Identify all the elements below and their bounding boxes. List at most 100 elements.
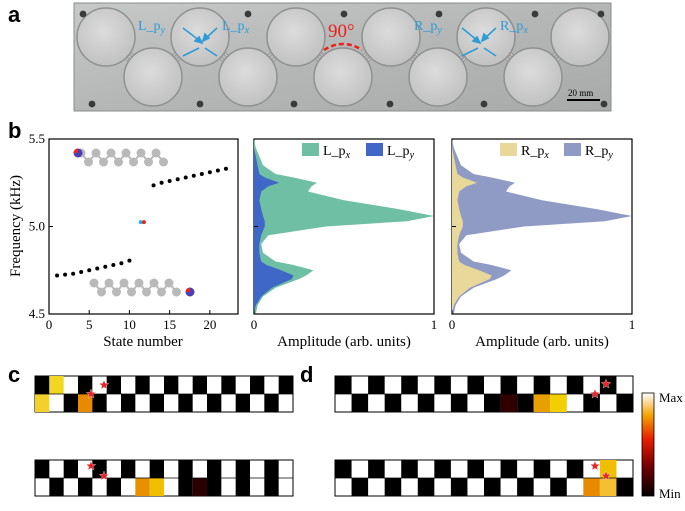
- heatmap-cell: [434, 376, 451, 394]
- screw: [340, 10, 348, 18]
- legend-label: L_px: [323, 144, 351, 161]
- screw: [244, 10, 252, 18]
- x-tick-label: 0: [251, 317, 258, 332]
- x-tick-label: 5: [86, 317, 93, 332]
- heatmap-cell: [121, 460, 136, 478]
- b3-legend: R_px R_py: [500, 143, 613, 161]
- heatmap-cell: [35, 394, 50, 412]
- heatmap-cell: [278, 376, 293, 394]
- star-marker: [85, 388, 97, 399]
- cavity: [503, 47, 563, 107]
- data-point: [191, 173, 196, 178]
- heatmap-cell: [583, 394, 600, 412]
- heatmap-cell: [178, 394, 193, 412]
- screw: [196, 100, 204, 108]
- area-series: [452, 139, 632, 314]
- heatmap-cell: [434, 460, 451, 478]
- data-point: [175, 177, 180, 182]
- heatmap-cell: [135, 478, 150, 496]
- heatmap-cell: [384, 478, 402, 496]
- y-tick-label: 5.0: [29, 219, 45, 234]
- data-point: [215, 168, 220, 173]
- chain-site-highlight-red: [73, 148, 78, 153]
- star-marker: [98, 379, 110, 390]
- data-point: [207, 170, 212, 175]
- legend-swatch: [500, 143, 517, 156]
- screw: [597, 10, 605, 18]
- label-left-py: L_py: [138, 19, 166, 36]
- heatmap-cell: [35, 376, 50, 394]
- lattice-photo: L_py L_px R_py R_px 90° 20 mm: [73, 2, 612, 112]
- chain-schematic-top: [73, 148, 168, 167]
- heatmap-c-top: [34, 375, 294, 413]
- heatmap-cell: [517, 478, 534, 496]
- panel-label-a: a: [8, 2, 21, 27]
- x-tick-label: 0: [449, 317, 456, 332]
- heatmap-cell: [106, 478, 121, 496]
- data-point: [141, 220, 146, 225]
- chain-bond: [153, 282, 163, 293]
- heatmap-cell: [149, 460, 164, 478]
- cavity: [76, 7, 136, 67]
- colorbar-min-label: Min: [659, 486, 681, 501]
- heatmap-cell: [401, 376, 418, 394]
- heatmap-cell: [616, 394, 633, 412]
- b3-x-axis-label: Amplitude (arb. units): [475, 334, 609, 350]
- x-tick-label: 1: [629, 317, 636, 332]
- chain-bond: [140, 152, 150, 163]
- heatmap-cell: [178, 478, 193, 496]
- cavity: [170, 7, 230, 67]
- heatmap-cell: [401, 460, 418, 478]
- screws: [79, 10, 608, 108]
- screw: [531, 10, 539, 18]
- x-tick-label: 1: [431, 317, 438, 332]
- heatmap-cell: [517, 394, 534, 412]
- data-point: [167, 179, 172, 183]
- heatmap-cell: [106, 376, 121, 394]
- star-marker: [589, 388, 601, 399]
- star-marker: [98, 470, 110, 481]
- heatmap-cell: [235, 394, 250, 412]
- data-point: [111, 263, 116, 267]
- chain-bond: [95, 152, 105, 163]
- chain-bond: [80, 152, 90, 163]
- heatmap-cell: [149, 394, 164, 412]
- heatmap-cell: [250, 376, 265, 394]
- star-marker: [589, 460, 601, 471]
- b1-x-axis-label: State number: [103, 334, 183, 350]
- chain-bond: [123, 282, 133, 293]
- chain-bond: [155, 152, 165, 163]
- x-tick-label: 10: [123, 317, 136, 332]
- data-point: [151, 183, 156, 188]
- heatmap-cell: [264, 460, 279, 478]
- data-point: [79, 270, 84, 274]
- heatmap-cell: [335, 376, 352, 394]
- data-point: [71, 271, 76, 276]
- heatmap-cell: [78, 394, 93, 412]
- heatmap-cell: [149, 478, 164, 496]
- data-point: [95, 266, 100, 271]
- heatmap-cell: [235, 460, 250, 478]
- heatmap-d-bottom: [334, 459, 634, 497]
- cavity: [550, 7, 610, 67]
- chain-bond: [125, 152, 135, 163]
- screw: [79, 10, 87, 18]
- heatmap-cell: [192, 376, 207, 394]
- b2-legend: L_px L_py: [302, 143, 415, 161]
- heatmap-cell: [351, 478, 369, 496]
- data-point: [127, 258, 132, 263]
- screw: [480, 100, 488, 108]
- x-tick-label: 15: [163, 317, 176, 332]
- heatmap-cell: [599, 460, 617, 478]
- data-point: [183, 175, 188, 180]
- data-point: [103, 264, 108, 269]
- heatmap-cell: [450, 394, 468, 412]
- heatmap-cell: [467, 376, 484, 394]
- heatmap-cell: [616, 478, 633, 496]
- heatmap-cell: [583, 478, 600, 496]
- chart-amplitude-right: 0 1 R_px R_py Amplitude (arb. units): [449, 138, 636, 350]
- data-point: [55, 273, 60, 278]
- heatmap-cell: [178, 460, 193, 478]
- panel-label-d: d: [300, 362, 314, 387]
